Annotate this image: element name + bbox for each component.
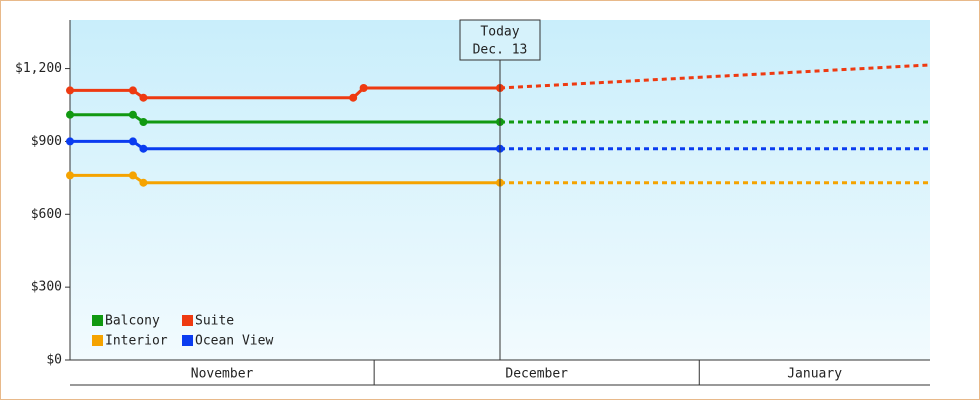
month-label: January — [787, 367, 842, 382]
data-point — [128, 110, 137, 119]
data-point — [359, 84, 368, 92]
series-line — [70, 173, 500, 185]
legend-swatch — [92, 315, 103, 326]
month-label: November — [191, 367, 254, 382]
legend-label: Balcony — [105, 314, 160, 329]
y-tick-label: $1,200 — [15, 61, 62, 76]
data-point — [66, 137, 74, 146]
series-line — [70, 113, 500, 124]
series-line — [70, 86, 500, 100]
legend-swatch — [182, 315, 193, 326]
data-point — [139, 178, 148, 187]
legend-swatch — [92, 335, 103, 346]
y-tick-label: $600 — [31, 207, 62, 222]
month-label: December — [505, 367, 568, 382]
data-point — [128, 137, 137, 146]
series-line — [70, 139, 500, 151]
y-tick-label: $300 — [31, 280, 62, 295]
today-label: Today — [480, 25, 519, 40]
legend-label: Suite — [195, 314, 234, 329]
data-point — [66, 171, 74, 180]
y-tick-label: $0 — [46, 353, 62, 368]
data-point — [66, 86, 74, 95]
legend-label: Ocean View — [195, 334, 273, 349]
data-point — [128, 86, 137, 95]
today-box — [459, 19, 541, 61]
y-tick-label: $900 — [31, 134, 62, 149]
today-label: Dec. 13 — [473, 43, 528, 58]
legend-label: Interior — [105, 334, 168, 349]
data-point — [66, 110, 74, 119]
data-point — [349, 93, 358, 102]
data-point — [128, 171, 137, 180]
legend-swatch — [182, 335, 193, 346]
data-point — [139, 93, 148, 102]
data-point — [139, 144, 148, 153]
data-point — [139, 118, 148, 126]
